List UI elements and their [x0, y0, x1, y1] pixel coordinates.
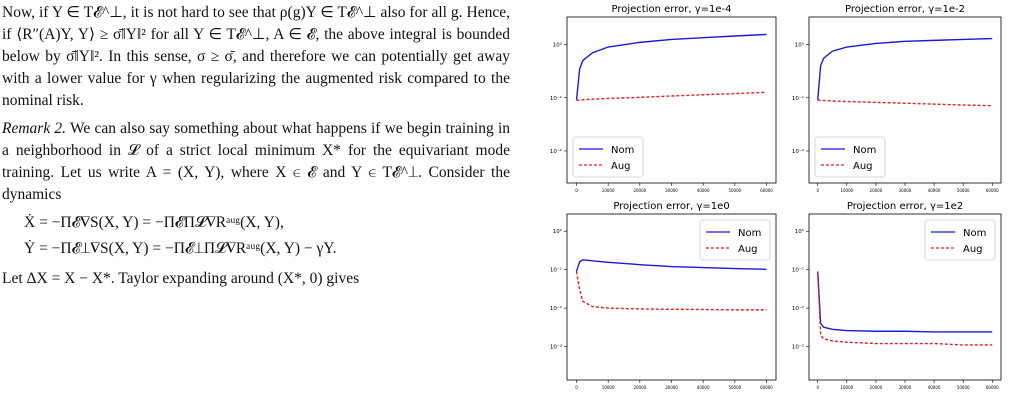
- legend-box: [699, 219, 771, 261]
- x-tick-label: 40000: [697, 385, 710, 390]
- remark-label: Remark 2.: [2, 120, 67, 137]
- x-tick-label: 0: [575, 385, 578, 390]
- x-tick-label: 0: [575, 188, 578, 193]
- legend: Nom Aug: [572, 136, 644, 178]
- x-tick-label: 50000: [728, 385, 741, 390]
- x-tick-label: 40000: [928, 188, 941, 193]
- y-tick-label: 10⁻¹: [792, 95, 804, 102]
- y-tick-label: 10⁻²: [550, 305, 562, 312]
- legend-label: Nom: [738, 228, 761, 239]
- legend-label: Aug: [853, 161, 873, 172]
- x-tick-label: 40000: [928, 385, 941, 390]
- legend-label: Aug: [738, 244, 758, 255]
- legend-box: [924, 219, 996, 261]
- legend-box: [814, 136, 886, 178]
- legend-label: Nom: [853, 145, 876, 156]
- series-line: [575, 33, 767, 101]
- x-tick-label: 40000: [697, 188, 710, 193]
- series-line: [817, 37, 993, 101]
- x-tick-label: 30000: [899, 385, 912, 390]
- y-tick-label: 10⁻²: [792, 305, 804, 312]
- chart-title: Projection error, γ=1e2: [847, 201, 963, 212]
- remark: Remark 2. We can also say something abou…: [2, 118, 510, 206]
- legend-label: Aug: [611, 161, 631, 172]
- y-tick-label: 10⁻¹: [550, 267, 562, 274]
- y-tick-label: 10⁻¹: [550, 95, 562, 102]
- plot-frame: [566, 213, 777, 381]
- x-tick-label: 10000: [840, 385, 853, 390]
- series-line: [817, 271, 993, 333]
- x-tick-label: 20000: [870, 188, 883, 193]
- x-tick-label: 0: [816, 188, 819, 193]
- equation: Ẏ = −Π𝓔⊥∇S(X, Y) = −Π𝓔⊥Π𝓛∇Rᵃᵘᵍ(X, Y) − γ…: [24, 240, 337, 257]
- plot-frame: [566, 16, 777, 184]
- plot-frame: [808, 16, 1002, 184]
- x-tick-label: 20000: [870, 385, 883, 390]
- x-tick-label: 30000: [665, 385, 678, 390]
- remark-text: We can also say something about what hap…: [2, 120, 510, 203]
- legend: Nom Aug: [814, 136, 886, 178]
- legend: Nom Aug: [924, 219, 996, 261]
- x-tick-label: 50000: [957, 188, 970, 193]
- x-tick-label: 30000: [665, 188, 678, 193]
- series-line: [575, 259, 767, 272]
- text-column: Now, if Y ∈ T𝓔^⊥, it is not hard to see …: [2, 2, 510, 296]
- paragraph: Let ΔX = X − X*. Taylor expanding around…: [2, 270, 360, 287]
- legend-label: Nom: [611, 145, 634, 156]
- y-tick-label: 10⁻³: [550, 344, 562, 351]
- y-tick-label: 10⁻¹: [792, 267, 804, 274]
- y-tick-label: 10⁻²: [550, 148, 562, 155]
- y-tick-label: 10⁻³: [792, 344, 804, 351]
- x-tick-label: 30000: [899, 188, 912, 193]
- x-tick-label: 60000: [760, 385, 773, 390]
- x-tick-label: 0: [816, 385, 819, 390]
- series-line: [817, 271, 993, 346]
- chart-title: Projection error, γ=1e-4: [612, 4, 732, 15]
- x-tick-label: 20000: [633, 385, 646, 390]
- series-line: [575, 271, 767, 311]
- x-tick-label: 10000: [602, 188, 615, 193]
- series-line: [576, 91, 767, 101]
- legend-label: Nom: [963, 228, 986, 239]
- x-tick-label: 20000: [633, 188, 646, 193]
- x-tick-label: 60000: [986, 385, 999, 390]
- legend: Nom Aug: [699, 219, 771, 261]
- x-tick-label: 60000: [986, 188, 999, 193]
- chart-title: Projection error, γ=1e-2: [845, 4, 965, 15]
- y-tick-label: 10⁰: [553, 228, 563, 235]
- y-tick-label: 10⁰: [795, 42, 805, 49]
- x-tick-label: 50000: [957, 385, 970, 390]
- x-tick-label: 10000: [840, 188, 853, 193]
- x-tick-label: 60000: [760, 188, 773, 193]
- y-tick-label: 10⁻²: [792, 148, 804, 155]
- x-tick-label: 50000: [728, 188, 741, 193]
- equation: Ẋ = −Π𝓔∇S(X, Y) = −Π𝓔Π𝓛∇Rᵃᵘᵍ(X, Y),: [24, 214, 284, 231]
- x-tick-label: 10000: [602, 385, 615, 390]
- plot-frame: [808, 213, 1002, 381]
- series-line: [817, 99, 993, 107]
- chart-title: Projection error, γ=1e0: [613, 201, 729, 212]
- legend-label: Aug: [963, 244, 983, 255]
- legend-box: [572, 136, 644, 178]
- y-tick-label: 10⁰: [795, 228, 805, 235]
- paragraph: Now, if Y ∈ T𝓔^⊥, it is not hard to see …: [2, 4, 510, 109]
- y-tick-label: 10⁰: [553, 42, 563, 49]
